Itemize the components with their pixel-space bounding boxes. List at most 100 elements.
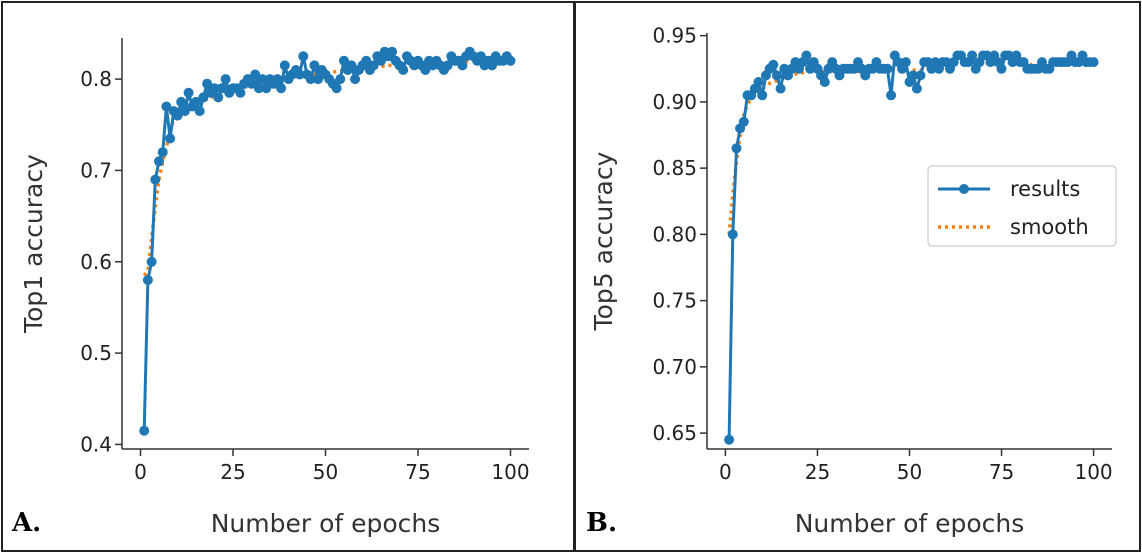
top5-results-point <box>886 90 897 101</box>
top1-results-point <box>220 74 231 85</box>
top5-y-tick-label: 0.65 <box>652 421 697 445</box>
top1-results-point <box>142 275 153 285</box>
top1-results-point <box>313 74 324 85</box>
top5-results-point <box>772 70 782 81</box>
top1-results-point <box>398 65 409 75</box>
top1-results-point <box>139 425 150 436</box>
top5-results-point <box>801 50 812 61</box>
top1-x-tick-label: 100 <box>491 460 529 484</box>
top1-results-point <box>257 74 268 85</box>
top1-results-point <box>179 106 190 117</box>
top1-results-point <box>146 256 157 267</box>
top5-results-point <box>775 83 786 94</box>
panel-label-b: B. <box>586 508 618 538</box>
top5-y-tick-label: 0.80 <box>652 222 697 246</box>
top5-results-point <box>996 63 1007 74</box>
top1-results-point <box>154 156 164 167</box>
top1-results-point <box>350 74 361 85</box>
top1-results-point <box>172 110 183 121</box>
top5-results-point <box>908 70 919 81</box>
top1-results-point <box>309 60 320 71</box>
top1-results-point <box>305 74 316 85</box>
top1-results-point <box>261 83 272 94</box>
top1-results-point <box>253 83 264 94</box>
top1-results-point <box>272 74 283 85</box>
top1-x-tick-label: 25 <box>220 460 245 484</box>
top1-results-point <box>209 83 220 94</box>
top1-results-point <box>505 55 516 66</box>
top1-results-point <box>368 60 379 71</box>
top5-results-point <box>757 90 768 101</box>
top5-results-point <box>753 77 764 87</box>
top5-legend: results smooth <box>927 165 1117 247</box>
top1-results-point <box>331 83 342 94</box>
top1-results-point <box>165 133 176 144</box>
top1-results-point <box>157 147 168 158</box>
top1-results-point <box>191 96 201 107</box>
top5-results-point <box>967 50 978 61</box>
top1-y-tick-label: 0.8 <box>80 67 112 91</box>
top5-x-tick-label: 50 <box>897 460 922 484</box>
top5-results-point <box>727 229 738 240</box>
top1-results-point <box>198 92 209 103</box>
top5-results-point <box>915 70 926 81</box>
top5-results-point <box>731 143 742 154</box>
top1-results-point <box>294 69 305 80</box>
top1-results-point <box>216 83 227 94</box>
top1-results-point <box>279 60 290 71</box>
top5-results-point <box>738 116 749 127</box>
top5-y-tick-label: 0.95 <box>652 24 697 48</box>
top1-y-tick-label: 0.5 <box>80 341 112 365</box>
top1-x-tick-label: 0 <box>134 460 147 484</box>
top1-results-point <box>246 78 257 89</box>
top1-results-point <box>376 55 386 66</box>
top5-x-tick-label: 75 <box>989 460 1014 484</box>
panel-b-frame <box>573 1 1141 552</box>
top1-results-point <box>420 65 431 75</box>
top1-results-point <box>475 51 486 62</box>
top5-y-tick-label: 0.70 <box>652 355 697 379</box>
top1-results-point <box>457 60 468 71</box>
top1-results-point <box>202 78 213 89</box>
top1-results-point <box>194 106 205 117</box>
top5-y-axis-title: Top5 accuracy <box>589 151 618 331</box>
top5-results-point <box>882 63 893 74</box>
top1-results-point <box>387 46 398 57</box>
top5-y-tick-label: 0.90 <box>652 90 697 114</box>
top5-y-tick-label: 0.75 <box>652 289 697 313</box>
top5-results-point <box>911 83 922 94</box>
top1-results-point <box>176 96 187 107</box>
top5-results-point <box>819 77 830 87</box>
top1-y-tick-label: 0.7 <box>80 158 112 182</box>
top1-y-tick-label: 0.6 <box>80 250 112 274</box>
top1-results-point <box>161 101 172 112</box>
top1-results-point <box>335 74 346 85</box>
top1-results-point <box>150 174 161 185</box>
top5-results-point <box>768 59 779 70</box>
top1-y-tick-label: 0.4 <box>80 432 112 456</box>
top1-results-point <box>339 55 349 66</box>
top5-series-results <box>727 54 1094 440</box>
top1-x-tick-label: 75 <box>405 460 430 484</box>
legend-smooth-label: smooth <box>1010 215 1089 239</box>
top1-results-point <box>442 60 453 71</box>
top1-results-point <box>250 69 261 80</box>
top1-x-tick-label: 50 <box>313 460 338 484</box>
top5-y-tick-label: 0.85 <box>652 156 697 180</box>
top1-results-point <box>298 51 309 62</box>
top5-x-tick-label: 100 <box>1074 460 1112 484</box>
top1-results-point <box>276 83 287 94</box>
legend-results-label: results <box>1010 177 1080 201</box>
top5-results-point <box>900 57 911 68</box>
top5-results-point <box>1088 57 1099 68</box>
top1-x-axis-title: Number of epochs <box>211 509 441 538</box>
top1-results-point <box>183 87 194 98</box>
top1-results-point <box>213 92 224 103</box>
top5-x-tick-label: 25 <box>805 460 830 484</box>
panel-label-a: A. <box>12 508 42 538</box>
top5-x-tick-label: 0 <box>719 460 732 484</box>
panel-a-frame <box>1 1 576 552</box>
